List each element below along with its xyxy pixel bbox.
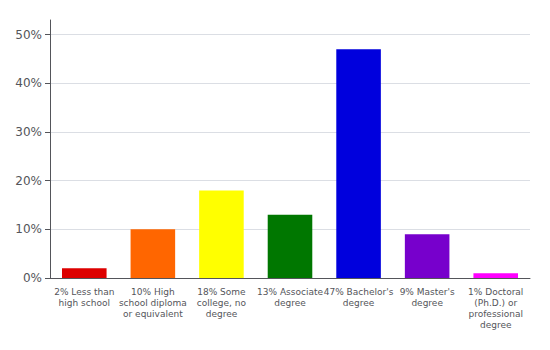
svg-text:degree: degree [206,309,238,319]
svg-text:10% High: 10% High [131,287,175,297]
svg-text:47% Bachelor's: 47% Bachelor's [324,287,394,297]
svg-text:(Ph.D.) or: (Ph.D.) or [474,298,517,308]
svg-text:20%: 20% [15,174,42,188]
svg-text:50%: 50% [15,28,42,42]
svg-text:degree: degree [274,298,306,308]
svg-text:professional: professional [468,309,523,319]
svg-text:1% Doctoral: 1% Doctoral [468,287,523,297]
svg-text:30%: 30% [15,125,42,139]
svg-text:school diploma: school diploma [119,298,187,308]
svg-text:or equivalent: or equivalent [123,309,183,319]
svg-text:2% Less than: 2% Less than [54,287,114,297]
svg-text:high school: high school [59,298,110,308]
svg-text:18% Some: 18% Some [197,287,246,297]
svg-text:10%: 10% [15,222,42,236]
svg-text:13% Associate: 13% Associate [257,287,323,297]
svg-text:9% Master's: 9% Master's [400,287,455,297]
svg-text:40%: 40% [15,76,42,90]
svg-text:college, no: college, no [197,298,247,308]
svg-text:degree: degree [480,320,512,330]
svg-text:degree: degree [343,298,375,308]
svg-text:degree: degree [411,298,443,308]
svg-text:0%: 0% [23,271,42,285]
